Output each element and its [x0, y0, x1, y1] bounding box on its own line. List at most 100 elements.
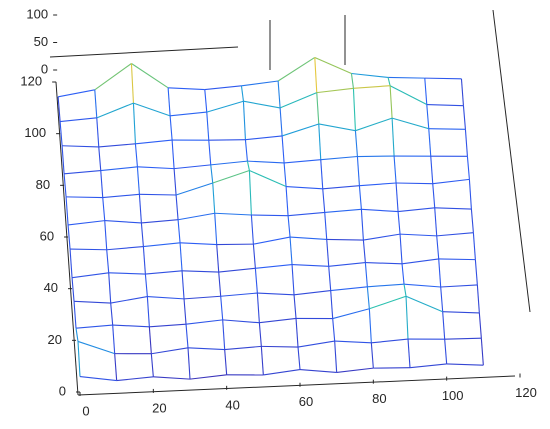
mesh-edge — [398, 207, 435, 213]
mesh-edge — [180, 242, 217, 246]
mesh-edge — [171, 139, 175, 169]
mesh-edge — [187, 347, 225, 351]
mesh-edge — [138, 194, 142, 223]
mesh-edge — [245, 135, 283, 141]
mesh-edge — [102, 197, 106, 221]
mesh-edge — [388, 76, 425, 79]
mesh-edge — [474, 259, 478, 285]
mesh-edge — [151, 347, 189, 355]
mesh-edge — [248, 170, 252, 216]
mesh-edge — [293, 294, 297, 319]
mesh-edge — [426, 104, 430, 129]
mesh-edge — [131, 63, 169, 89]
mesh-edge — [364, 262, 368, 287]
mesh-edge — [252, 244, 256, 269]
mesh-edge — [246, 161, 250, 171]
mesh-edge — [136, 166, 140, 195]
mesh-edge — [284, 159, 321, 164]
mesh-edge — [428, 128, 466, 130]
mesh-edge — [336, 367, 374, 373]
mesh-edge — [424, 77, 462, 80]
mesh-edge — [290, 236, 327, 240]
mesh-edge — [145, 270, 183, 275]
mesh-edge — [208, 140, 212, 165]
mesh-edge — [371, 338, 409, 344]
x-tick-label: 60 — [299, 394, 313, 409]
mesh-edge — [110, 296, 148, 304]
mesh-edge — [114, 353, 118, 381]
mesh-edge — [70, 248, 107, 251]
z-tick-label: 50 — [34, 34, 48, 49]
mesh-edge — [240, 85, 244, 102]
mesh-edge — [182, 270, 219, 273]
mesh-edge — [326, 238, 364, 241]
mesh-edge — [318, 123, 356, 132]
mesh-edge — [116, 376, 154, 382]
mesh-edge — [67, 224, 71, 250]
mesh-edge — [250, 214, 254, 245]
mesh-edge — [212, 169, 250, 184]
mesh-edge — [440, 286, 444, 312]
x-tick-label: 120 — [515, 385, 537, 400]
mesh-edge — [462, 105, 466, 130]
mesh-edge — [61, 145, 65, 174]
mesh-edge — [464, 129, 468, 157]
mesh-edge — [142, 246, 146, 275]
y-tick-label: 60 — [40, 228, 54, 243]
mesh-edge — [286, 185, 323, 190]
mesh-edge — [104, 220, 108, 250]
mesh-edge — [106, 246, 144, 251]
mesh-edge — [370, 342, 374, 369]
mesh-edge — [432, 183, 436, 208]
mesh-edge — [150, 353, 154, 377]
mesh-edge — [277, 56, 316, 82]
mesh-edge — [189, 374, 227, 380]
mesh-edge — [468, 179, 472, 210]
mesh-edge — [409, 363, 447, 369]
x-axis-line — [77, 375, 516, 396]
mesh-edge — [334, 341, 338, 373]
mesh-edge — [368, 308, 372, 343]
mesh-edge — [299, 369, 337, 373]
mesh-edge — [279, 92, 317, 109]
mesh-edge — [460, 78, 464, 106]
mesh-edge — [79, 376, 117, 382]
y-tick-label: 100 — [24, 125, 46, 140]
mesh-edge — [405, 296, 409, 340]
mesh-edge — [224, 349, 228, 375]
mesh-edge — [173, 168, 177, 196]
mesh-edge — [326, 239, 330, 267]
mesh-edge — [249, 169, 287, 188]
mesh-edge — [254, 268, 258, 294]
mesh-edge — [181, 270, 185, 299]
mesh-edge — [399, 234, 403, 264]
mesh-edge — [65, 196, 69, 225]
x-tick-label: 0 — [82, 403, 89, 418]
mesh-edge — [112, 325, 116, 354]
mesh-edge — [391, 118, 395, 157]
mesh-edge — [279, 107, 283, 136]
mesh-edge — [77, 341, 81, 377]
mesh-edge — [403, 284, 407, 297]
mesh-edge — [104, 220, 142, 224]
mesh-edge — [66, 196, 103, 199]
mesh-edge — [110, 303, 114, 326]
mesh-edge — [168, 87, 205, 91]
mesh-edge — [257, 292, 295, 296]
z-tick-label: 0 — [41, 61, 48, 76]
mesh-edge — [316, 92, 320, 125]
mesh-edge — [71, 272, 109, 279]
mesh-edge — [133, 102, 171, 117]
mesh-edge — [476, 284, 480, 313]
mesh-edge — [281, 135, 285, 163]
x-tick-label: 20 — [152, 400, 166, 415]
mesh-edge — [350, 73, 354, 89]
mesh-edge — [77, 340, 115, 355]
mesh-edge — [135, 139, 173, 145]
mesh-edge — [175, 182, 213, 196]
mesh-edge — [100, 170, 104, 198]
mesh-edge — [98, 146, 102, 171]
mesh-edge — [436, 232, 474, 237]
mesh-edge — [75, 324, 113, 329]
mesh-edge — [263, 369, 301, 376]
